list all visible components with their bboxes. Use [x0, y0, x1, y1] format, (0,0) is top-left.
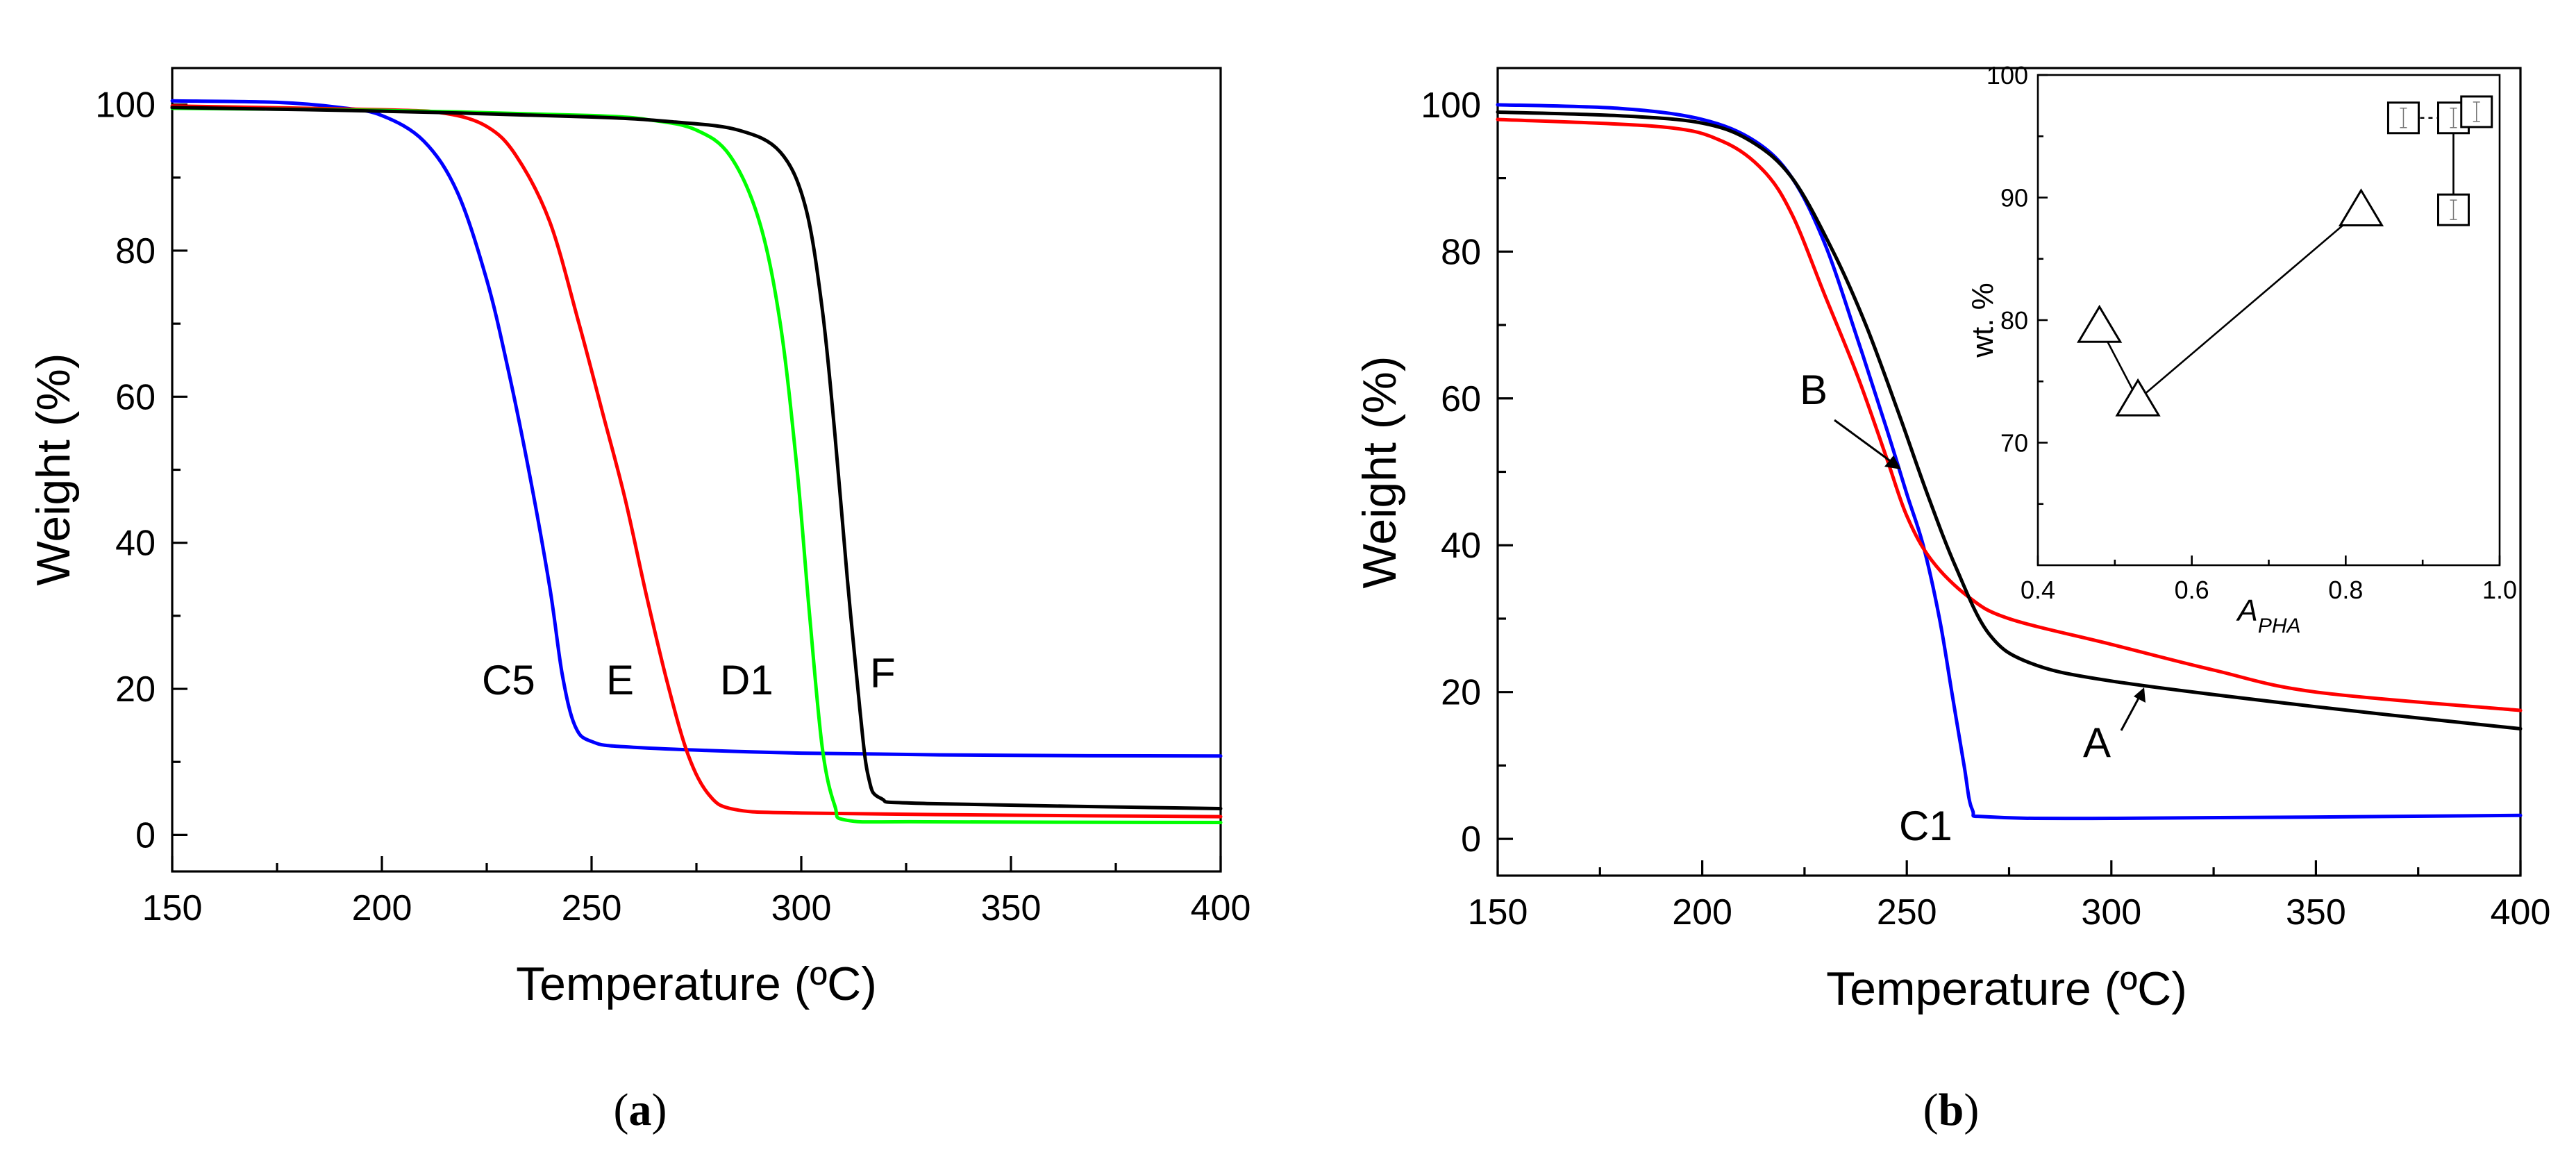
- inset-x-tick-label: 0.6: [2175, 576, 2209, 604]
- curves-b: [1496, 103, 2523, 821]
- y-tick-label: 20: [115, 669, 156, 710]
- inset-x-axis-label: APHA: [2235, 594, 2300, 637]
- x-tick-label: 300: [2081, 892, 2141, 933]
- tick-labels-a: 150 200 250 300 350 400 0 20 40 60 80 100: [95, 85, 1251, 928]
- y-tick-label: 0: [1461, 819, 1481, 860]
- curves-a: [170, 99, 1223, 824]
- curve-label-d1: D1: [720, 657, 773, 703]
- chart-panel-a: 150 200 250 300 350 400 0 20 40 60 80 100 Temperatu…: [27, 67, 1251, 1135]
- series-c5-line: [170, 99, 1223, 758]
- x-tick-label: 200: [1672, 892, 1732, 933]
- curve-label-b: B: [1800, 367, 1828, 413]
- axis-ticks-a: [171, 103, 1222, 871]
- inset-tick-labels: 0.4 0.6 0.8 1.0 70 80 90 100: [1987, 61, 2517, 604]
- y-tick-label: 60: [115, 377, 156, 417]
- curve-label-e: E: [606, 657, 634, 703]
- y-tick-label: 80: [1441, 232, 1481, 272]
- series-f-line: [170, 106, 1223, 810]
- y-tick-label: 80: [115, 231, 156, 272]
- y-tick-label: 100: [1421, 85, 1481, 126]
- inset-markers: [2077, 95, 2493, 417]
- series-c1-line: [1496, 103, 2523, 821]
- y-tick-label: 100: [95, 85, 156, 126]
- inset-y-tick-label: 100: [1987, 61, 2028, 90]
- panel-label-a: (a): [614, 1085, 667, 1135]
- x-tick-label: 350: [2286, 892, 2346, 933]
- arrow-a-line: [2120, 694, 2142, 731]
- y-axis-label-a: Weight (%): [27, 353, 80, 585]
- x-axis-label-b: Temperature (ºC): [1826, 962, 2187, 1015]
- x-tick-label: 400: [2491, 892, 2551, 933]
- inset-y-axis-label: wt. %: [1966, 283, 2000, 358]
- inset-triangle-marker: [2338, 188, 2384, 227]
- curve-label-c1: C1: [1899, 803, 1952, 849]
- arrow-a-head: [2134, 687, 2146, 703]
- x-tick-label: 250: [562, 888, 622, 928]
- curve-label-f: F: [870, 650, 896, 696]
- inset-triangle-marker: [2077, 304, 2123, 343]
- x-tick-label: 300: [771, 888, 832, 928]
- panel-label-b: (b): [1923, 1085, 1980, 1135]
- curve-label-a: A: [2083, 719, 2111, 766]
- x-tick-label: 250: [1877, 892, 1937, 933]
- inset-link-line: [2137, 209, 2362, 401]
- tick-labels-b: 150 200 250 300 350 400 0 20 40 60 80 100: [1421, 85, 2550, 933]
- chart-panel-b: 150 200 250 300 350 400 0 20 40 60 80 100 Temperatu…: [1353, 61, 2550, 1135]
- y-axis-label-b: Weight (%): [1353, 356, 1406, 588]
- inset-axis-ticks: [2036, 74, 2501, 565]
- y-tick-label: 40: [115, 524, 156, 564]
- x-axis-label-a: Temperature (ºC): [516, 958, 877, 1010]
- series-e-line: [170, 104, 1223, 819]
- inset-y-tick-label: 90: [2000, 184, 2028, 212]
- inset-x-tick-label: 1.0: [2482, 576, 2517, 604]
- x-tick-label: 200: [352, 888, 412, 928]
- arrow-b-line: [1834, 419, 1895, 465]
- x-tick-label: 150: [142, 888, 203, 928]
- x-tick-label: 350: [981, 888, 1042, 928]
- inset-y-tick-label: 70: [2000, 429, 2028, 458]
- series-b-line: [1496, 117, 2523, 712]
- inset-x-tick-label: 0.4: [2021, 576, 2055, 604]
- y-tick-label: 20: [1441, 673, 1481, 713]
- axis-ticks-b: [1496, 103, 2522, 876]
- series-a-line: [1496, 110, 2523, 730]
- x-tick-label: 150: [1468, 892, 1528, 933]
- inset-y-tick-label: 80: [2000, 306, 2028, 335]
- inset-triangle-marker: [2115, 378, 2161, 417]
- y-tick-label: 40: [1441, 526, 1481, 566]
- arrow-b-head: [1884, 456, 1901, 469]
- inset-chart: 0.4 0.6 0.8 1.0 70 80 90 100 APHA wt. %: [1966, 61, 2517, 637]
- y-tick-label: 0: [135, 815, 156, 855]
- y-tick-label: 60: [1441, 379, 1481, 419]
- inset-x-tick-label: 0.8: [2328, 576, 2363, 604]
- curve-label-c5: C5: [482, 657, 535, 703]
- x-tick-label: 400: [1191, 888, 1251, 928]
